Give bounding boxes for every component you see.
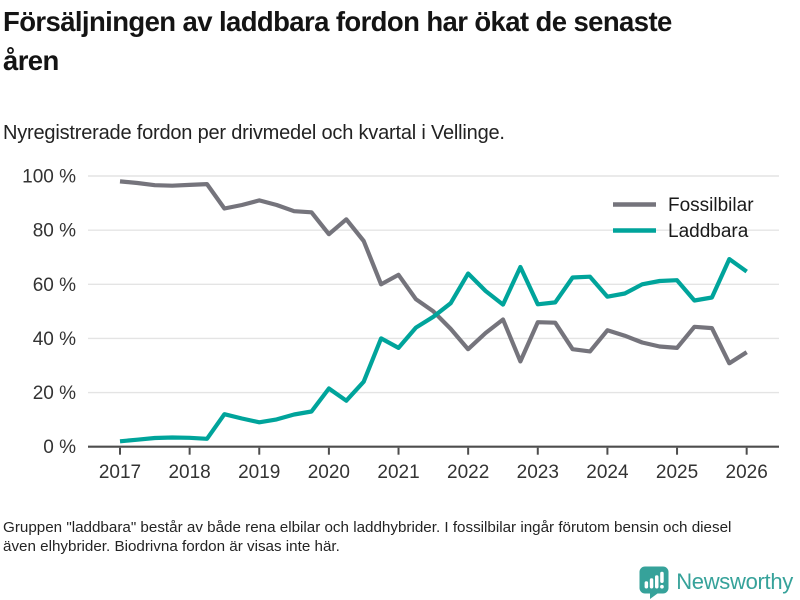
chart-subtitle: Nyregistrerade fordon per drivmedel och … bbox=[3, 122, 505, 144]
y-axis-tick-label: 100 % bbox=[22, 167, 76, 188]
legend-label-fossilbilar: Fossilbilar bbox=[668, 195, 754, 216]
y-axis-tick-label: 80 % bbox=[33, 221, 76, 242]
page-title: Försäljningen av laddbara fordon har öka… bbox=[3, 6, 672, 76]
x-axis-tick-label: 2018 bbox=[168, 462, 210, 483]
x-axis-tick-label: 2026 bbox=[726, 462, 768, 483]
x-axis-tick-label: 2023 bbox=[517, 462, 559, 483]
x-axis-tick-label: 2019 bbox=[238, 462, 280, 483]
y-axis-tick-label: 20 % bbox=[33, 383, 76, 404]
newsworthy-wordmark: Newsworthy bbox=[676, 569, 793, 594]
x-axis-tick-label: 2021 bbox=[377, 462, 419, 483]
series-line-laddbara bbox=[119, 256, 748, 444]
footnote: Gruppen "laddbara" består av både rena e… bbox=[3, 519, 732, 555]
bar-chart-speech-bubble-icon bbox=[639, 566, 669, 599]
newsworthy-logo: Newsworthy bbox=[639, 566, 793, 599]
x-axis-tick-label: 2024 bbox=[586, 462, 629, 483]
y-axis-tick-label: 60 % bbox=[33, 275, 76, 296]
x-axis-tick-label: 2022 bbox=[447, 462, 489, 483]
x-axis-tick-label: 2025 bbox=[656, 462, 698, 483]
x-axis-tick-label: 2020 bbox=[308, 462, 350, 483]
x-axis-tick-label: 2017 bbox=[99, 462, 141, 483]
y-axis-tick-label: 0 % bbox=[43, 437, 76, 458]
y-axis-tick-label: 40 % bbox=[33, 329, 76, 350]
line-chart: 2017 2018 2019 2020 2021 2022 2023 2024 2025 2026… bbox=[22, 167, 779, 483]
legend-label-laddbara: Laddbara bbox=[668, 221, 749, 242]
series-line-fossilbilar bbox=[119, 179, 748, 366]
